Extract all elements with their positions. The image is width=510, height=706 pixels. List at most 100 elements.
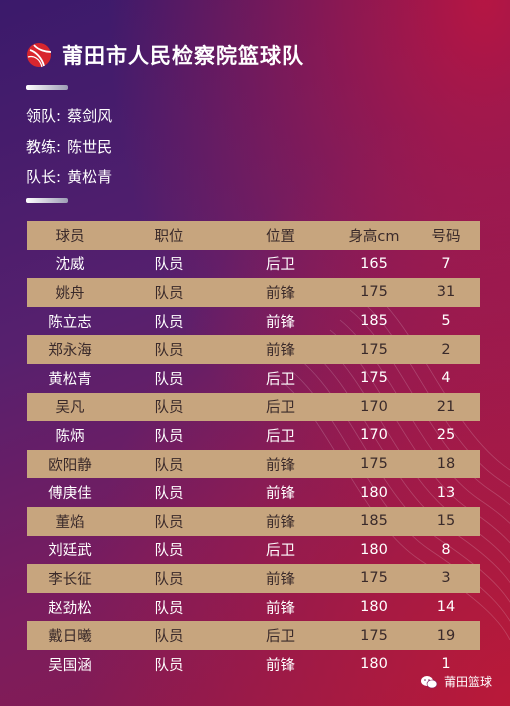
cell-number: 3 [441, 570, 451, 587]
cell-number: 7 [441, 255, 451, 272]
cell-player: 傅庚佳 [48, 486, 92, 503]
cell-position: 前锋 [266, 285, 295, 302]
cell-number: 5 [441, 313, 451, 330]
cell-number: 13 [436, 484, 456, 501]
table-row: 陈立志 队员 前锋 185 5 [27, 307, 480, 336]
cell-player: 陈立志 [48, 314, 92, 331]
table-row: 董焰 队员 前锋 185 15 [27, 506, 480, 536]
cell-position: 前锋 [266, 314, 295, 331]
cell-player: 郑永海 [48, 343, 92, 360]
cell-height: 185 [360, 313, 388, 330]
cell-position: 后卫 [266, 543, 295, 560]
cell-position: 前锋 [266, 657, 295, 674]
wechat-icon [420, 675, 438, 688]
cell-number: 19 [436, 627, 456, 644]
header-position: 位置 [266, 228, 295, 245]
header-player: 球员 [55, 228, 85, 245]
cell-number: 31 [436, 284, 456, 301]
cell-position: 后卫 [266, 371, 295, 388]
cell-role: 队员 [154, 428, 184, 445]
table-row: 赵劲松 队员 前锋 180 14 [27, 593, 480, 622]
cell-player: 李长征 [48, 571, 92, 588]
cell-role: 队员 [154, 571, 184, 588]
cell-height: 185 [360, 513, 388, 530]
cell-role: 队员 [154, 629, 184, 646]
cell-height: 175 [360, 456, 388, 473]
header-number: 号码 [431, 228, 461, 245]
table-row: 欧阳静 队员 前锋 175 18 [27, 449, 480, 479]
cell-player: 戴日曦 [48, 629, 92, 646]
cell-height: 165 [360, 255, 388, 272]
table-row: 沈威 队员 后卫 165 7 [27, 250, 480, 279]
staff-label: 领队: [26, 107, 62, 125]
cell-height: 175 [360, 627, 388, 644]
cell-position: 后卫 [266, 629, 295, 646]
page-title: 莆田市人民检察院篮球队 [62, 44, 304, 68]
roster-table: 球员 职位 位置 身高cm 号码 沈威 队员 后卫 165 7 姚舟 队员 前锋 175 31 陈立… [27, 221, 480, 679]
cell-player: 陈炳 [55, 428, 85, 445]
cell-position: 后卫 [266, 428, 295, 445]
cell-player: 吴国涵 [48, 657, 92, 674]
cell-role: 队员 [154, 257, 184, 274]
header-height: 身高cm [348, 228, 400, 245]
cell-role: 队员 [154, 543, 184, 560]
cell-position: 后卫 [266, 400, 295, 417]
staff-captain: 队长: 黄松青 [26, 166, 112, 187]
cell-height: 170 [360, 398, 388, 415]
cell-role: 队员 [154, 371, 184, 388]
staff-label: 队长: [26, 168, 62, 186]
cell-number: 2 [441, 341, 451, 358]
cell-role: 队员 [154, 343, 184, 360]
cell-player: 赵劲松 [48, 600, 92, 617]
staff-value: 黄松青 [67, 168, 113, 186]
table-row: 戴日曦 队员 后卫 175 19 [27, 621, 480, 650]
cell-player: 刘廷武 [48, 543, 92, 560]
divider-bottom [26, 198, 68, 203]
cell-role: 队员 [154, 657, 184, 674]
cell-number: 4 [441, 370, 451, 387]
cell-player: 董焰 [55, 514, 85, 531]
cell-number: 25 [436, 427, 456, 444]
cell-height: 175 [360, 570, 388, 587]
staff-coach: 教练: 陈世民 [26, 136, 112, 157]
cell-role: 队员 [154, 600, 184, 617]
table-row: 吴国涵 队员 前锋 180 1 [27, 650, 480, 679]
cell-position: 前锋 [266, 571, 295, 588]
cell-number: 18 [436, 456, 456, 473]
table-row: 陈炳 队员 后卫 170 25 [27, 421, 480, 450]
cell-height: 180 [360, 484, 388, 501]
cell-height: 175 [360, 341, 388, 358]
cell-player: 姚舟 [55, 285, 85, 302]
cell-position: 前锋 [266, 343, 295, 360]
divider-top [26, 85, 68, 90]
cell-height: 175 [360, 284, 388, 301]
cell-player: 吴凡 [55, 400, 85, 417]
staff-label: 教练: [26, 138, 62, 156]
table-row: 黄松青 队员 后卫 175 4 [27, 364, 480, 393]
header: 莆田市人民检察院篮球队 [26, 40, 304, 70]
cell-role: 队员 [154, 314, 184, 331]
footer-brand: 莆田篮球 [420, 673, 492, 690]
cell-position: 前锋 [266, 600, 295, 617]
basketball-logo-icon [27, 43, 52, 68]
cell-role: 队员 [154, 457, 184, 474]
header-role: 职位 [154, 228, 184, 245]
cell-number: 21 [436, 398, 456, 415]
cell-number: 14 [436, 599, 456, 616]
cell-height: 175 [360, 370, 388, 387]
table-row: 傅庚佳 队员 前锋 180 13 [27, 478, 480, 507]
cell-player: 黄松青 [48, 371, 92, 388]
cell-position: 后卫 [266, 257, 295, 274]
cell-position: 前锋 [266, 514, 295, 531]
table-row: 郑永海 队员 前锋 175 2 [27, 335, 480, 364]
table-row: 李长征 队员 前锋 175 3 [27, 564, 480, 593]
table-row: 刘廷武 队员 后卫 180 8 [27, 536, 480, 565]
table-row: 姚舟 队员 前锋 175 31 [27, 278, 480, 307]
cell-number: 15 [436, 513, 456, 530]
cell-role: 队员 [154, 486, 184, 503]
staff-value: 蔡剑风 [67, 107, 113, 125]
cell-height: 180 [360, 599, 388, 616]
cell-role: 队员 [154, 400, 184, 417]
staff-leader: 领队: 蔡剑风 [26, 105, 112, 126]
cell-number: 1 [441, 656, 451, 673]
